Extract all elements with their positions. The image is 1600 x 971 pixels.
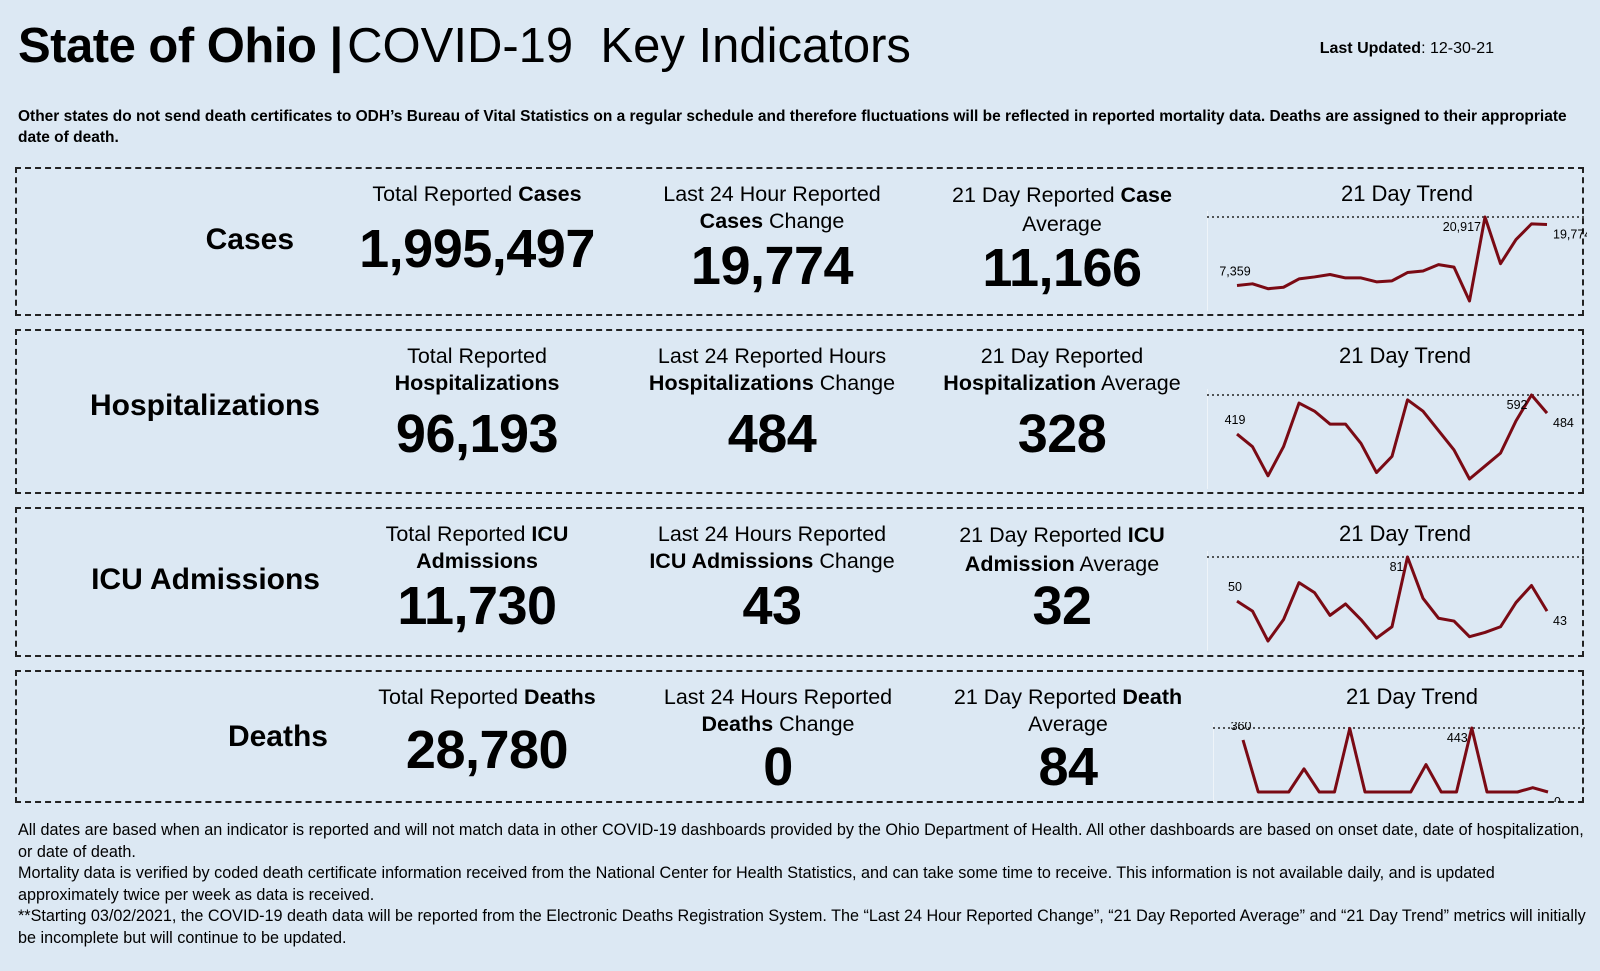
deaths-average: 21 Day Reported Death Average 84 xyxy=(903,684,1233,798)
icu-total: Total Reported ICU Admissions 11,730 xyxy=(317,521,637,637)
deaths-panel: Deaths Total Reported Deaths 28,780 Last… xyxy=(15,670,1588,803)
trend-series-line xyxy=(1236,393,1549,481)
hospitalizations-panel: Hospitalizations Total Reported Hospital… xyxy=(15,329,1587,494)
trend-max-label: 443 xyxy=(1447,731,1468,745)
icu-total-value: 11,730 xyxy=(397,576,557,636)
row-label-cases: Cases xyxy=(205,223,294,256)
cases-change: Last 24 Hour Reported Cases Change 19,77… xyxy=(607,181,937,297)
cases-average-value: 11,166 xyxy=(982,238,1142,298)
footer-note-3: **Starting 03/02/2021, the COVID-19 deat… xyxy=(18,907,1586,947)
hospitalizations-trend-title: 21 Day Trend xyxy=(1338,343,1472,368)
trend-max-label: 81 xyxy=(1390,560,1404,574)
last-updated-label: Last Updated xyxy=(1319,40,1422,57)
trend-last-label: 43 xyxy=(1553,614,1567,628)
cases-total: Total Reported Cases 1,995,497 xyxy=(317,181,637,280)
deaths-average-value: 84 xyxy=(1038,737,1098,797)
trend-first-label: 419 xyxy=(1225,413,1246,427)
hospitalizations-change-value: 484 xyxy=(727,404,817,464)
row-label-deaths: Deaths xyxy=(227,720,328,753)
title-indicators: COVID-19 Key Indicators xyxy=(347,19,911,73)
icu-average: 21 Day Reported ICU Admission Average 32 xyxy=(897,521,1227,637)
icu-trend-chart: 50 81 43 xyxy=(1207,551,1587,651)
hospitalizations-change: Last 24 Reported Hours Hospitalizations … xyxy=(607,343,937,465)
trend-last-label: 484 xyxy=(1553,416,1574,430)
icu-change: Last 24 Hours Reported ICU Admissions Ch… xyxy=(607,521,937,637)
deaths-total: Total Reported Deaths 28,780 xyxy=(317,684,657,781)
deaths-total-value: 28,780 xyxy=(405,720,569,780)
cases-panel: Cases Total Reported Cases 1,995,497 Las… xyxy=(15,167,1587,316)
deaths-change-value: 0 xyxy=(763,737,793,797)
deaths-trend-chart: 360 443 0 xyxy=(1213,722,1588,802)
hospitalizations-total: Total Reported Hospitalizations 96,193 xyxy=(317,343,637,465)
cases-average: 21 Day Reported Case Average 11,166 xyxy=(897,181,1227,299)
row-label-hospitalizations: Hospitalizations xyxy=(89,389,320,422)
icu-trend-title: 21 Day Trend xyxy=(1338,521,1472,546)
cases-trend-chart: 7,359 20,917 19,774 xyxy=(1207,211,1587,311)
cases-total-value: 1,995,497 xyxy=(359,219,595,279)
hospitalizations-average-value: 328 xyxy=(1017,404,1107,464)
last-updated-value: : 12-30-21 xyxy=(1421,40,1494,57)
trend-series-line xyxy=(1241,726,1549,794)
footer-note-2: Mortality data is verified by coded deat… xyxy=(18,864,1495,904)
row-label-icu: ICU Admissions xyxy=(91,563,320,596)
trend-last-label: 19,774 xyxy=(1553,227,1587,241)
footer-notes: All dates are based when an indicator is… xyxy=(18,820,1588,949)
trend-last-label: 0 xyxy=(1554,795,1561,802)
icu-change-value: 43 xyxy=(742,576,802,636)
trend-series-line xyxy=(1236,215,1548,303)
hospitalizations-trend-chart: 419 592 484 xyxy=(1207,389,1587,489)
hospitalizations-average: 21 Day Reported Hospitalization Average … xyxy=(897,343,1227,465)
hospitalizations-total-value: 96,193 xyxy=(395,404,559,464)
page-title: State of Ohio | COVID-19 Key Indicators xyxy=(18,18,911,82)
trend-first-label: 50 xyxy=(1228,580,1242,594)
trend-max-label: 592 xyxy=(1507,398,1528,412)
icu-panel: ICU Admissions Total Reported ICU Admiss… xyxy=(15,507,1587,657)
trend-series-line xyxy=(1236,555,1549,643)
cases-change-value: 19,774 xyxy=(690,236,854,296)
deaths-change: Last 24 Hours Reported Deaths Change 0 xyxy=(613,684,943,798)
cases-trend-title: 21 Day Trend xyxy=(1340,181,1474,206)
footer-note-1: All dates are based when an indicator is… xyxy=(18,821,1584,861)
deaths-trend-title: 21 Day Trend xyxy=(1345,684,1479,709)
trend-first-label: 360 xyxy=(1231,722,1252,733)
last-updated: Last Updated: 12-30-21 xyxy=(1320,40,1494,58)
trend-first-label: 7,359 xyxy=(1219,264,1250,278)
title-state: State of Ohio | xyxy=(18,19,343,73)
trend-max-label: 20,917 xyxy=(1443,220,1481,234)
top-note: Other states do not send death certifica… xyxy=(18,108,1567,146)
icu-average-value: 32 xyxy=(1032,576,1092,636)
